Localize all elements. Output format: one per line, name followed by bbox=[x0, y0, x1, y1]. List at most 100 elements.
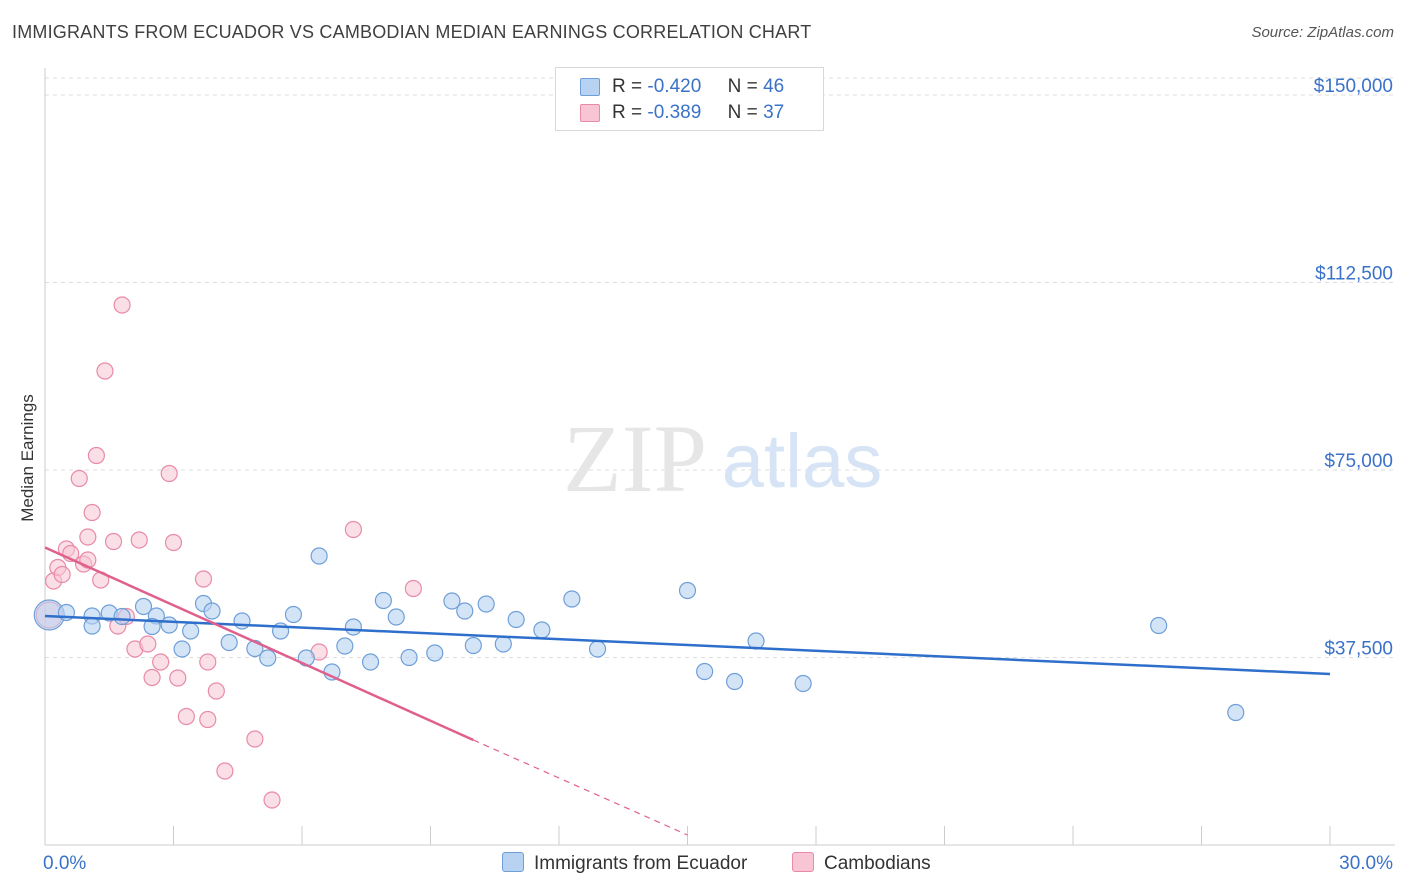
cambodian-point bbox=[87, 446, 106, 465]
cambodian-swatch bbox=[580, 104, 600, 122]
ecuador-point bbox=[83, 617, 101, 635]
trend-lines bbox=[44, 546, 1331, 836]
cambodian-point bbox=[152, 653, 170, 671]
watermark-zip: ZIP bbox=[563, 405, 707, 512]
cambodian-point bbox=[143, 668, 161, 687]
ecuador-points bbox=[33, 547, 1245, 722]
y-axis-label: Median Earnings bbox=[18, 394, 37, 522]
n-value-ecuador: 46 bbox=[763, 76, 785, 97]
legend-swatch-ecuador bbox=[502, 852, 524, 872]
cambodian-point bbox=[246, 730, 264, 748]
tick-labels: $37,500 $75,000 $112,500 $150,000 0.0% 30.0% bbox=[43, 76, 1393, 874]
y-tick-label: $150,000 bbox=[1314, 76, 1393, 97]
ecuador-point bbox=[1150, 616, 1168, 635]
x-tick-label: 30.0% bbox=[1339, 853, 1393, 874]
ecuador-point bbox=[1227, 703, 1245, 722]
y-tick-label: $112,500 bbox=[1315, 264, 1393, 285]
cambodian-trend-line bbox=[44, 546, 474, 742]
legend-swatch-cambodian bbox=[792, 852, 814, 872]
ecuador-point bbox=[464, 636, 482, 655]
cambodian-point bbox=[113, 296, 131, 314]
ecuador-point bbox=[726, 672, 744, 691]
stats-legend: R = -0.420 N = 46 R = -0.389 N = 37 bbox=[555, 67, 824, 131]
r-value-ecuador: -0.420 bbox=[647, 76, 702, 97]
cambodian-point bbox=[104, 532, 123, 551]
ecuador-point bbox=[678, 581, 697, 600]
cambodian-point bbox=[169, 669, 187, 687]
ecuador-point bbox=[533, 621, 551, 639]
grid bbox=[45, 77, 1395, 658]
chart-title: IMMIGRANTS FROM ECUADOR VS CAMBODIAN MED… bbox=[12, 22, 812, 42]
ecuador-point bbox=[374, 591, 392, 610]
r-label: R = bbox=[612, 76, 643, 97]
ecuador-point bbox=[173, 640, 191, 658]
ecuador-point bbox=[344, 618, 362, 636]
ecuador-point bbox=[456, 602, 474, 620]
cambodian-point bbox=[79, 528, 97, 546]
watermark-atlas: atlas bbox=[722, 419, 883, 504]
ecuador-point bbox=[426, 644, 444, 662]
cambodian-points bbox=[35, 296, 422, 809]
cambodian-trend-extension bbox=[473, 739, 688, 836]
cambodian-point bbox=[344, 520, 362, 539]
cambodian-point bbox=[70, 469, 88, 488]
ecuador-point bbox=[400, 648, 418, 667]
ecuador-point bbox=[182, 622, 200, 640]
cambodian-point bbox=[96, 362, 114, 380]
cambodian-point bbox=[160, 464, 178, 483]
cambodian-point bbox=[83, 503, 101, 522]
axes bbox=[44, 68, 1395, 846]
ecuador-point bbox=[563, 590, 581, 608]
cambodian-point bbox=[53, 565, 71, 584]
r-value-cambodian: -0.389 bbox=[647, 102, 702, 123]
cambodian-point bbox=[139, 635, 157, 653]
x-tick-label: 0.0% bbox=[43, 853, 86, 874]
ecuador-point bbox=[361, 653, 380, 671]
ecuador-point bbox=[696, 662, 714, 681]
ecuador-point bbox=[387, 608, 405, 626]
ecuador-point bbox=[588, 640, 607, 658]
ecuador-point bbox=[233, 612, 251, 630]
source-label: Source: ZipAtlas.com bbox=[1251, 24, 1394, 41]
ecuador-point bbox=[220, 633, 238, 652]
ecuador-point bbox=[259, 649, 277, 667]
ecuador-point bbox=[507, 610, 525, 629]
cambodian-point bbox=[130, 531, 148, 549]
n-label: N = bbox=[727, 76, 758, 97]
cambodian-point bbox=[177, 707, 195, 726]
cambodian-point bbox=[263, 791, 281, 809]
legend-item-ecuador[interactable]: Immigrants from Ecuador bbox=[502, 852, 747, 875]
ecuador-point bbox=[310, 547, 328, 565]
r-label: R = bbox=[612, 102, 643, 123]
cambodian-point bbox=[199, 653, 217, 671]
cambodian-point bbox=[199, 710, 217, 729]
cambodian-point bbox=[207, 682, 225, 700]
ecuador-point bbox=[203, 602, 221, 620]
cambodian-point bbox=[164, 533, 183, 552]
y-tick-label: $75,000 bbox=[1324, 451, 1393, 472]
ecuador-swatch bbox=[580, 78, 600, 96]
ecuador-trend-line bbox=[44, 614, 1331, 676]
ecuador-point bbox=[284, 605, 303, 624]
ecuador-point bbox=[143, 617, 161, 636]
ecuador-point bbox=[477, 595, 495, 613]
ecuador-point bbox=[134, 597, 153, 616]
ecuador-point bbox=[336, 637, 354, 655]
cambodian-point bbox=[404, 579, 422, 598]
ecuador-point bbox=[794, 674, 812, 693]
legend-label-ecuador: Immigrants from Ecuador bbox=[534, 853, 748, 874]
cambodian-point bbox=[194, 570, 213, 588]
ecuador-point bbox=[494, 635, 512, 653]
y-tick-label: $37,500 bbox=[1324, 639, 1393, 660]
watermark: ZIP atlas bbox=[563, 405, 882, 512]
ecuador-point bbox=[443, 592, 461, 610]
n-label: N = bbox=[727, 102, 758, 123]
legend-item-cambodian[interactable]: Cambodians bbox=[792, 852, 931, 875]
stats-text-ecuador: R = -0.420 N = 46 bbox=[612, 76, 784, 98]
cambodian-point bbox=[216, 762, 234, 780]
legend-label-cambodian: Cambodians bbox=[824, 853, 931, 874]
ecuador-point bbox=[113, 607, 131, 626]
stats-text-cambodian: R = -0.389 N = 37 bbox=[612, 102, 784, 124]
ecuador-point bbox=[160, 616, 178, 634]
